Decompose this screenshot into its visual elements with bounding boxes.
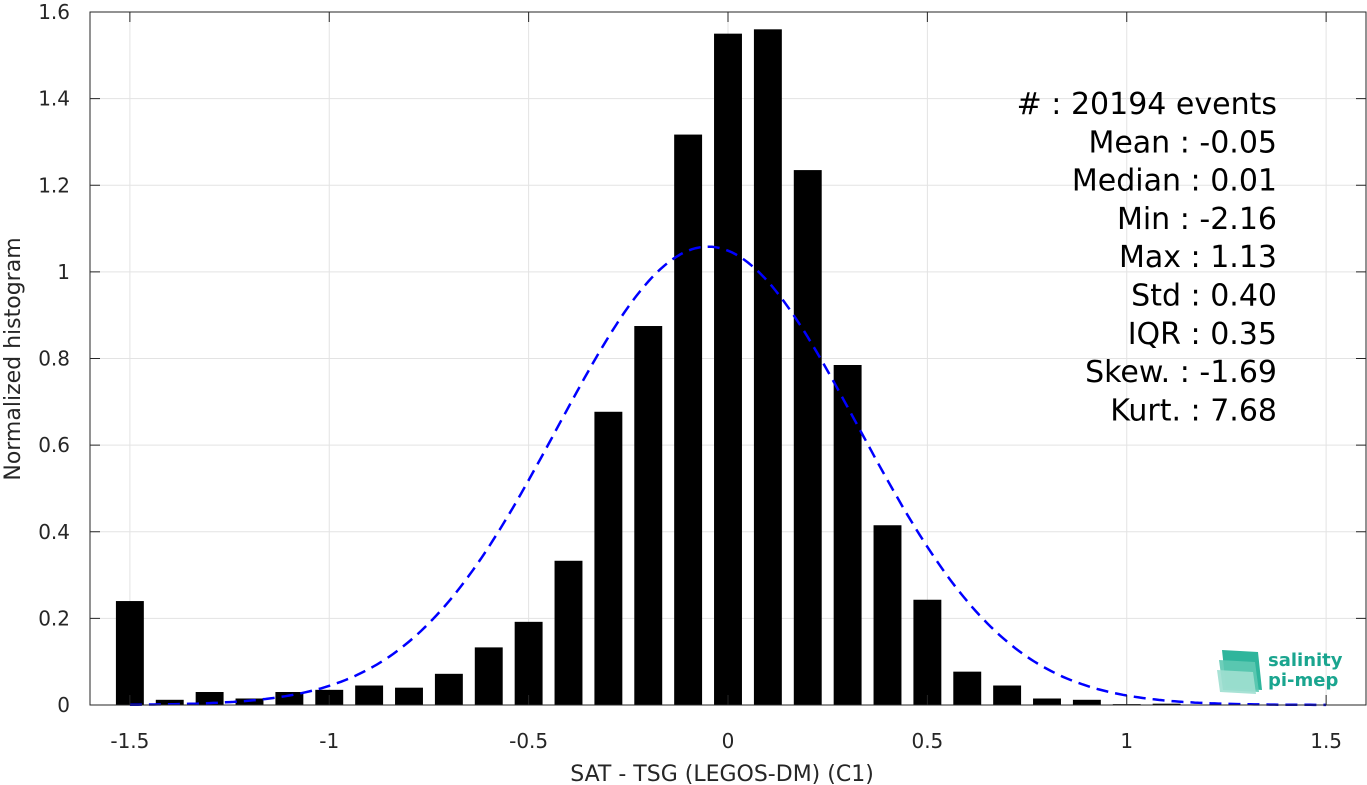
stat-line: Min : -2.16 xyxy=(1117,202,1277,237)
histogram-bar xyxy=(634,326,663,705)
stat-line: Max : 1.13 xyxy=(1119,240,1277,275)
y-axis-title: Normalized histogram xyxy=(1,237,26,480)
histogram-bar xyxy=(514,621,543,705)
histogram-bar xyxy=(1033,698,1061,705)
stat-line: IQR : 0.35 xyxy=(1128,317,1277,352)
x-axis-title: SAT - TSG (LEGOS-DM) (C1) xyxy=(570,762,874,785)
histogram-bar xyxy=(395,687,423,705)
y-tick-label: 0.8 xyxy=(38,347,70,371)
histogram-bar xyxy=(115,601,144,705)
histogram-bar xyxy=(793,170,822,705)
x-tick-label: -1.5 xyxy=(110,729,149,753)
histogram-bar xyxy=(474,647,503,705)
stat-line: Std : 0.40 xyxy=(1131,279,1277,314)
histogram-bar xyxy=(674,134,703,706)
stat-line: # : 20194 events xyxy=(1017,87,1277,122)
histogram-bar xyxy=(554,560,583,705)
y-tick-label: 0.6 xyxy=(38,433,70,457)
histogram-bar xyxy=(594,411,623,705)
y-tick-label: 0.2 xyxy=(38,606,70,630)
y-tick-label: 1.2 xyxy=(38,173,70,197)
bars xyxy=(115,29,1181,706)
histogram-bar xyxy=(155,699,184,705)
histogram-bar xyxy=(873,525,902,705)
y-tick-labels: 0 0.2 0.4 0.6 0.8 1 1.2 1.4 1.6 xyxy=(38,0,70,717)
histogram-bar xyxy=(275,692,304,705)
histogram-bar xyxy=(714,33,742,705)
histogram-bar xyxy=(993,685,1022,705)
y-tick-label: 0.4 xyxy=(38,520,70,544)
x-tick-label: -0.5 xyxy=(509,729,548,753)
histogram-bar xyxy=(355,685,384,705)
y-tick-label: 1 xyxy=(57,260,70,284)
salinity-pi-mep-logo: salinity pi-mep xyxy=(1217,650,1343,694)
y-tick-label: 1.4 xyxy=(38,87,70,111)
x-tick-label: -1 xyxy=(319,729,339,753)
x-tick-label: 0 xyxy=(722,729,735,753)
x-tick-label: 1.5 xyxy=(1310,729,1342,753)
logo-mark-icon xyxy=(1217,650,1262,694)
x-tick-label: 0.5 xyxy=(911,729,943,753)
logo-text-line2: pi-mep xyxy=(1268,670,1338,691)
histogram-bar xyxy=(913,599,942,705)
axes xyxy=(89,11,1367,706)
stat-line: Median : 0.01 xyxy=(1072,164,1277,199)
histogram-bar xyxy=(833,364,862,705)
y-tick-label: 1.6 xyxy=(38,0,70,24)
y-tick-label: 0 xyxy=(57,693,70,717)
histogram-bar xyxy=(753,29,782,705)
x-tick-labels: -1.5 -1 -0.5 0 0.5 1 1.5 xyxy=(110,729,1342,753)
x-tick-label: 1 xyxy=(1120,729,1133,753)
logo-text-line1: salinity xyxy=(1268,650,1343,671)
stat-line: Skew. : -1.69 xyxy=(1085,355,1277,390)
histogram-bar xyxy=(1072,699,1101,705)
stat-line: Kurt. : 7.68 xyxy=(1110,393,1277,428)
histogram-bar xyxy=(434,673,463,705)
histogram-bar xyxy=(953,671,982,705)
stat-line: Mean : -0.05 xyxy=(1088,125,1277,160)
histogram-bar xyxy=(1152,703,1181,705)
